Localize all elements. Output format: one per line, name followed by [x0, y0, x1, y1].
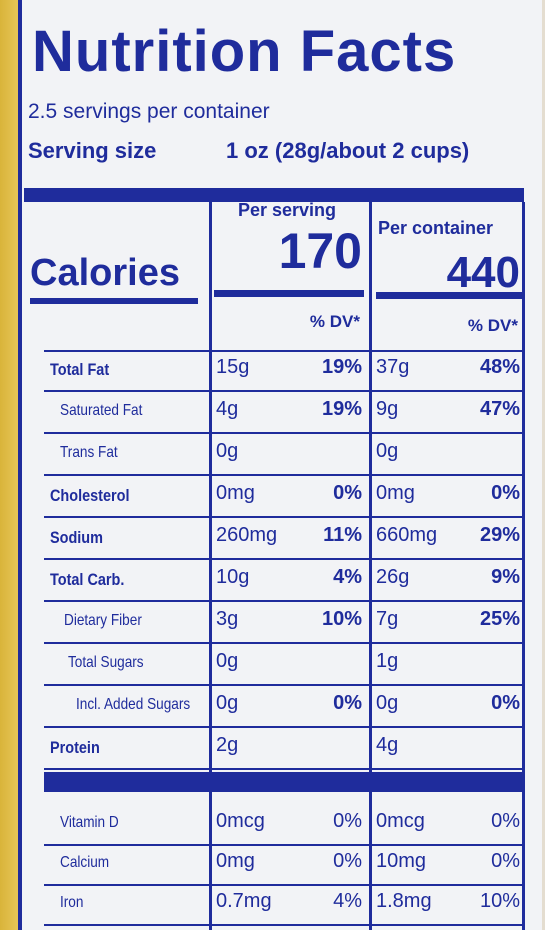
- container-amount: 0g: [376, 692, 399, 714]
- serving-size-label: Serving size: [28, 138, 157, 163]
- nutrient-name: Protein: [50, 738, 100, 757]
- calories-label: Calories: [30, 252, 180, 294]
- calories-container: 440: [446, 248, 520, 297]
- serving-dv: 0%: [333, 810, 362, 832]
- container-amount: 660mg: [376, 524, 438, 546]
- dv-header: % DV*: [309, 312, 360, 331]
- serving-amount: 0mg: [216, 850, 255, 872]
- rule: [44, 684, 522, 686]
- nutrient-name: Total Fat: [50, 360, 110, 379]
- container-amount: 0mcg: [376, 810, 425, 832]
- rule: [44, 390, 522, 392]
- serving-amount: 260mg: [216, 524, 278, 546]
- nutrient-name: Cholesterol: [50, 486, 130, 505]
- container-amount: 0g: [376, 440, 399, 462]
- nutrient-name: Total Carb.: [50, 570, 125, 589]
- container-amount: 10mg: [376, 850, 427, 872]
- container-dv: 0%: [491, 810, 520, 832]
- rule: [44, 474, 522, 476]
- container-amount: 4g: [376, 734, 399, 756]
- serving-amount: 0mcg: [216, 810, 265, 832]
- rule: [44, 844, 522, 846]
- container-dv: 48%: [479, 356, 520, 378]
- serving-amount: 0.7mg: [216, 890, 272, 912]
- container-amount: 26g: [376, 566, 410, 588]
- column-rule: [209, 202, 212, 930]
- serving-amount: 4g: [216, 398, 239, 420]
- container-dv: 25%: [479, 608, 520, 630]
- title: Nutrition Facts: [32, 19, 457, 84]
- rule: [44, 350, 522, 352]
- nutrient-name: Sodium: [50, 528, 103, 547]
- container-dv: 10%: [479, 890, 520, 912]
- nutrient-name: Calcium: [60, 854, 110, 871]
- container-dv: 0%: [491, 692, 520, 714]
- serving-amount: 2g: [216, 734, 239, 756]
- rule: [44, 432, 522, 434]
- calories-serving: 170: [278, 223, 362, 279]
- container-dv: 9%: [491, 566, 520, 588]
- column-header: Per container: [378, 218, 494, 238]
- serving-dv: 0%: [333, 482, 362, 504]
- rule: [44, 924, 522, 926]
- vitamin-rule: [44, 772, 522, 792]
- dv-header: % DV*: [467, 316, 518, 335]
- container-amount: 37g: [376, 356, 410, 378]
- serving-amount: 15g: [216, 356, 250, 378]
- container-dv: 0%: [491, 482, 520, 504]
- container-dv: 47%: [479, 398, 520, 420]
- nutrition-label: Nutrition Facts 2.5 servings per containe…: [18, 0, 542, 930]
- serving-dv: 19%: [321, 356, 362, 378]
- serving-amount: 10g: [216, 566, 250, 588]
- container-amount: 1.8mg: [376, 890, 432, 912]
- column-header: Per serving: [238, 200, 337, 220]
- serving-dv: 10%: [321, 608, 362, 630]
- rule: [44, 600, 522, 602]
- servings: 2.5 servings per container: [28, 100, 270, 123]
- nutrient-name: Total Sugars: [68, 654, 144, 671]
- container-dv: 29%: [479, 524, 520, 546]
- container-amount: 7g: [376, 608, 399, 630]
- nutrient-name: Saturated Fat: [60, 402, 143, 419]
- serving-dv: 4%: [333, 890, 362, 912]
- serving-amount: 0mg: [216, 482, 255, 504]
- serving-dv: 11%: [323, 524, 362, 546]
- rule: [376, 292, 522, 299]
- container-amount: 9g: [376, 398, 399, 420]
- column-rule: [522, 202, 525, 930]
- serving-dv: 0%: [333, 850, 362, 872]
- container-dv: 0%: [491, 850, 520, 872]
- rule: [44, 768, 522, 770]
- container-amount: 0mg: [376, 482, 415, 504]
- serving-dv: 19%: [321, 398, 362, 420]
- nutrient-name: Iron: [60, 894, 84, 911]
- serving-amount: 0g: [216, 440, 239, 462]
- rule: [30, 298, 198, 304]
- rule: [44, 642, 522, 644]
- nutrient-name: Trans Fat: [60, 444, 118, 461]
- serving-amount: 3g: [216, 608, 239, 630]
- serving-dv: 4%: [333, 566, 362, 588]
- nutrient-name: Incl. Added Sugars: [76, 696, 191, 713]
- serving-amount: 0g: [216, 650, 239, 672]
- rule: [44, 558, 522, 560]
- serving-dv: 0%: [333, 692, 362, 714]
- rule: [214, 290, 364, 297]
- nutrient-name: Dietary Fiber: [64, 612, 142, 629]
- nutrient-name: Vitamin D: [60, 814, 119, 831]
- serving-size: 1 oz (28g/about 2 cups): [226, 138, 470, 163]
- rule: [44, 516, 522, 518]
- rule: [44, 884, 522, 886]
- column-rule: [369, 202, 372, 930]
- serving-amount: 0g: [216, 692, 239, 714]
- container-amount: 1g: [376, 650, 399, 672]
- thick-rule: [24, 188, 524, 202]
- rule: [44, 726, 522, 728]
